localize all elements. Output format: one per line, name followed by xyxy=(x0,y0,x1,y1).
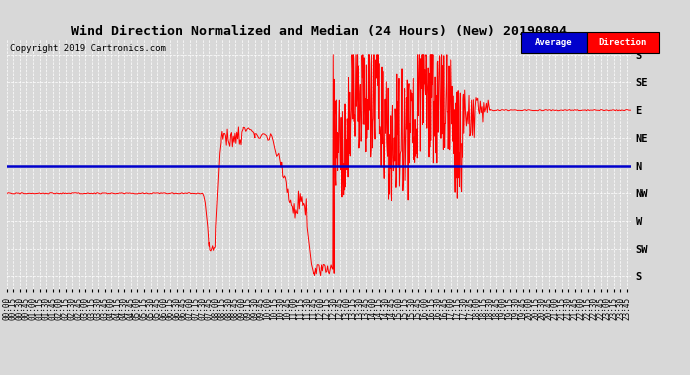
Text: Average: Average xyxy=(535,38,573,47)
Text: Copyright 2019 Cartronics.com: Copyright 2019 Cartronics.com xyxy=(10,44,166,52)
Title: Wind Direction Normalized and Median (24 Hours) (New) 20190804: Wind Direction Normalized and Median (24… xyxy=(71,25,567,38)
Text: Direction: Direction xyxy=(598,38,647,47)
